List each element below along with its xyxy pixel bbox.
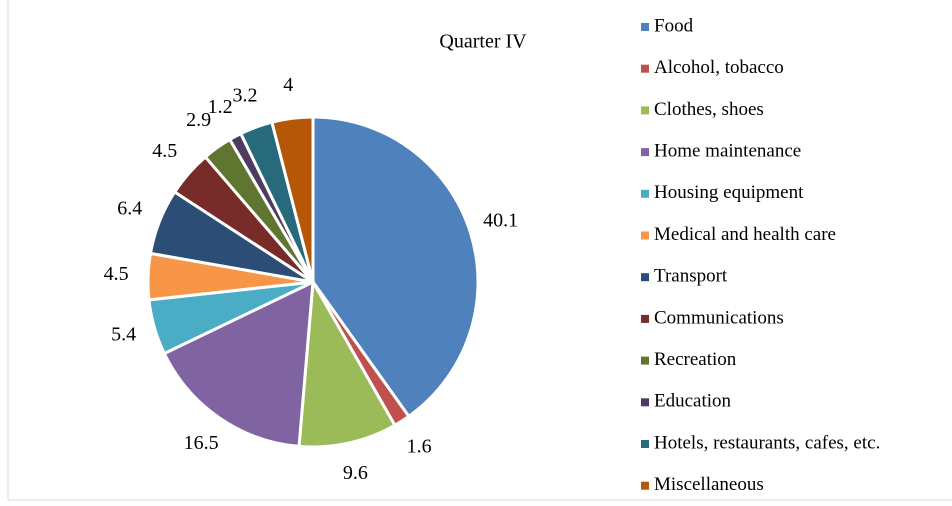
data-label: 5.4 — [111, 324, 136, 346]
legend-swatch — [641, 398, 649, 407]
legend-swatch — [641, 189, 649, 198]
legend-swatch — [641, 356, 649, 365]
legend-label: Alcohol, tobacco — [654, 57, 784, 78]
legend-label: Recreation — [654, 349, 737, 370]
legend-swatch — [641, 148, 649, 157]
legend-label: Communications — [654, 307, 784, 328]
legend-label: Housing equipment — [654, 182, 804, 203]
legend-label: Transport — [654, 266, 728, 287]
data-label: 9.6 — [343, 462, 368, 484]
pie-slice — [297, 277, 397, 449]
legend-swatch — [641, 64, 649, 73]
legend-label: Education — [654, 391, 732, 412]
data-label: 16.5 — [184, 432, 219, 454]
legend-swatch — [641, 273, 649, 282]
legend-swatch — [641, 231, 649, 240]
chart-title: Quarter IV — [439, 31, 527, 53]
data-label: 1.6 — [407, 436, 432, 458]
legend-label: Home maintenance — [654, 140, 801, 161]
legend-label: Hotels, restaurants, cafes, etc. — [654, 432, 880, 453]
legend-swatch — [641, 23, 649, 31]
data-label: 1.2 — [208, 96, 233, 118]
data-label: 6.4 — [117, 197, 142, 219]
data-label: 4.5 — [152, 140, 177, 162]
data-label: 4.5 — [104, 263, 129, 285]
data-label: 2.9 — [186, 109, 211, 131]
legend-swatch — [641, 314, 649, 323]
data-label: 4 — [283, 74, 293, 96]
pie-slice — [270, 115, 315, 283]
legend-swatch — [641, 481, 649, 490]
data-label: 3.2 — [233, 85, 258, 107]
data-label: 40.1 — [483, 210, 518, 232]
legend-label: Miscellaneous — [654, 474, 764, 495]
legend-swatch — [641, 440, 649, 448]
pie-slice — [311, 115, 480, 419]
legend-label: Food — [654, 15, 694, 36]
pie-slice — [162, 279, 315, 449]
legend-swatch — [641, 106, 649, 115]
legend-label: Clothes, shoes — [654, 99, 764, 120]
legend-label: Medical and health care — [654, 224, 836, 245]
